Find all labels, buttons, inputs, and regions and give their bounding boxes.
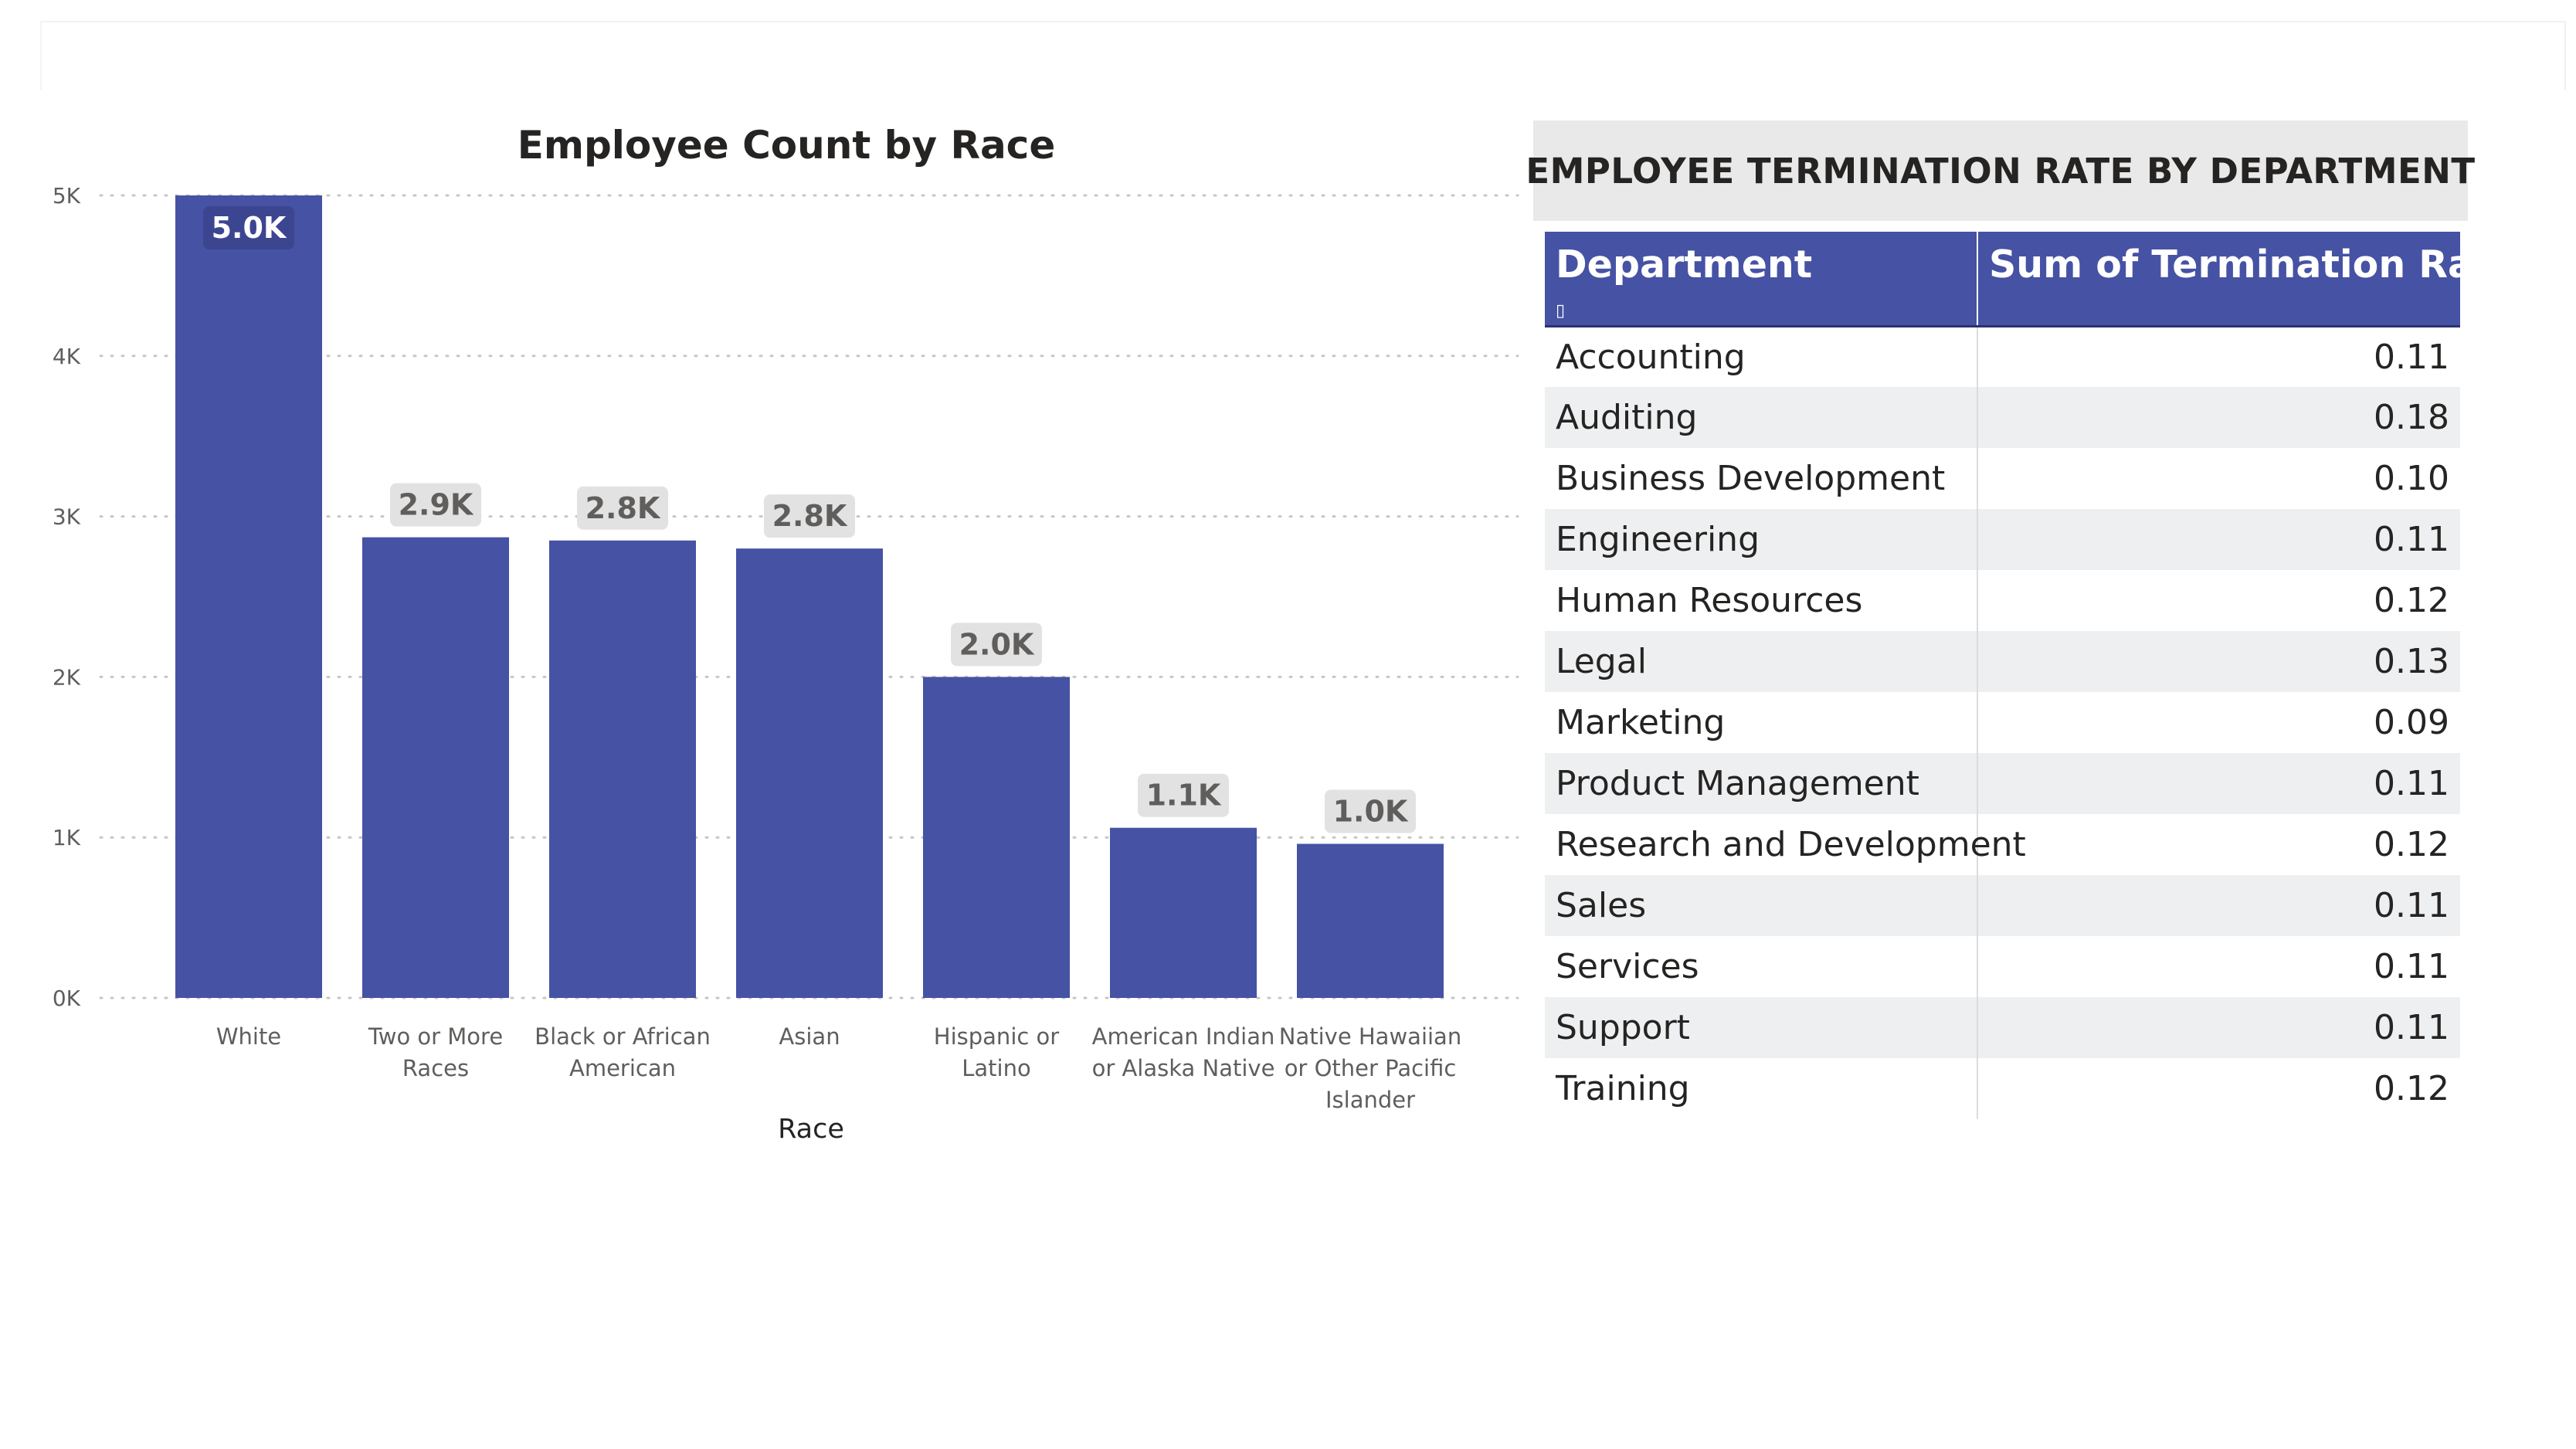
- table-row[interactable]: Product Management 0.11: [1545, 753, 2460, 814]
- table-title-box: EMPLOYEE TERMINATION RATE BY DEPARTMENT: [1526, 120, 2475, 221]
- x-tick-label: Hispanic or Latino: [934, 1023, 1059, 1081]
- x-tick-label-line: Latino: [962, 1055, 1030, 1081]
- table-row[interactable]: Legal 0.13: [1545, 631, 2460, 692]
- bar[interactable]: [923, 677, 1070, 998]
- x-tick-label-line: Native Hawaiian: [1279, 1023, 1461, 1050]
- department-cell: Auditing: [1545, 387, 1978, 448]
- termination-rate-cell: 0.11: [2374, 947, 2449, 986]
- termination-rate-cell: 0.18: [1977, 387, 2460, 448]
- termination-rate-cell: 0.10: [2374, 459, 2449, 498]
- column-header-label: Sum of Termination Rate: [1989, 243, 2517, 287]
- data-label: 2.8K: [772, 499, 848, 533]
- bar[interactable]: [1297, 843, 1444, 998]
- department-cell: Business Development: [1545, 448, 1978, 509]
- department-cell: Training: [1545, 1058, 1978, 1119]
- y-tick-label: 3K: [53, 504, 81, 530]
- table-title: EMPLOYEE TERMINATION RATE BY DEPARTMENT: [1526, 150, 2476, 192]
- x-tick-label-line: American Indian: [1092, 1023, 1275, 1050]
- department-cell: Research and Development: [1545, 814, 2026, 875]
- termination-rate-cell: 0.12: [2374, 1069, 2449, 1108]
- table-row[interactable]: Accounting 0.11: [1545, 326, 2460, 387]
- x-tick-label-line: or Alaska Native: [1092, 1055, 1275, 1081]
- bar[interactable]: [362, 537, 509, 998]
- data-label: 1.0K: [1333, 795, 1409, 829]
- y-tick-label: 5K: [53, 183, 81, 209]
- y-tick-label: 0K: [53, 986, 81, 1011]
- table-row[interactable]: Human Resources 0.12: [1545, 570, 2460, 631]
- data-label: 2.9K: [399, 488, 474, 522]
- column-header-department[interactable]: Department ▯: [1545, 232, 1978, 326]
- department-cell: Legal: [1545, 631, 1978, 692]
- data-label-background: [390, 483, 481, 527]
- department-cell: Sales: [1545, 875, 1978, 936]
- department-cell: Product Management: [1545, 753, 1978, 814]
- x-tick-label-line: or Other Pacific: [1285, 1055, 1457, 1081]
- table-row[interactable]: Support 0.11: [1545, 997, 2460, 1058]
- data-label-background: [577, 486, 668, 530]
- termination-rate-table: Department ▯ Sum of Termination Rate Acc…: [1545, 232, 2517, 1119]
- termination-rate-cell: 0.11: [1977, 753, 2460, 814]
- data-label-background: [764, 494, 855, 538]
- data-label: 2.0K: [959, 627, 1035, 661]
- table-row[interactable]: Business Development 0.10: [1545, 448, 2460, 509]
- visual-frame: [40, 21, 2566, 90]
- department-cell: Services: [1545, 936, 1978, 997]
- department-cell: Human Resources: [1545, 570, 1978, 631]
- department-cell: Marketing: [1545, 692, 1978, 753]
- x-tick-label-line: Two or More: [368, 1023, 503, 1050]
- table-row[interactable]: Training 0.12: [1545, 1058, 2460, 1119]
- table-row[interactable]: Research and Development 0.12: [1545, 814, 2460, 875]
- y-tick-label: 2K: [53, 664, 81, 690]
- column-header-termination-rate[interactable]: Sum of Termination Rate: [1977, 232, 2517, 326]
- bar[interactable]: [549, 540, 696, 998]
- x-tick-label: Two or More Races: [368, 1023, 503, 1081]
- x-axis-label: Race: [778, 1114, 844, 1145]
- x-tick-label-line: Races: [402, 1055, 469, 1081]
- bar[interactable]: [736, 548, 883, 998]
- data-label-background: [203, 206, 294, 249]
- x-tick-label-line: American: [569, 1055, 676, 1081]
- termination-rate-cell: 0.12: [2374, 581, 2449, 620]
- employee-count-chart: Employee Count by Race 0K 1K 2K 3K 4K 5K 5.0K…: [53, 123, 1519, 1145]
- data-label: 2.8K: [585, 491, 661, 525]
- termination-rate-cell: 0.12: [2374, 825, 2449, 864]
- x-tick-label: American Indian or Alaska Native: [1092, 1023, 1275, 1081]
- x-tick-label-line: White: [216, 1023, 281, 1050]
- x-tick-label-line: Hispanic or: [934, 1023, 1059, 1050]
- termination-rate-cell: 0.09: [2374, 703, 2449, 742]
- x-tick-label: Asian: [779, 1023, 840, 1050]
- bar[interactable]: [1110, 827, 1257, 998]
- x-tick-label: Native Hawaiian or Other Pacific Islander: [1279, 1023, 1461, 1113]
- x-tick-label-line: Islander: [1325, 1087, 1415, 1113]
- chart-title: Employee Count by Race: [518, 123, 1055, 168]
- department-cell: Engineering: [1545, 509, 1978, 570]
- data-label: 5.0K: [212, 211, 287, 245]
- data-label: 1.1K: [1146, 779, 1222, 813]
- column-header-label: Department: [1556, 243, 1813, 287]
- sort-indicator-icon[interactable]: ▯: [1556, 300, 1566, 321]
- termination-rate-cell: 0.11: [1977, 875, 2460, 936]
- table-header-row: Department ▯ Sum of Termination Rate: [1545, 232, 2517, 326]
- x-tick-label: Black or African American: [535, 1023, 711, 1081]
- x-tick-label-line: Black or African: [535, 1023, 711, 1050]
- data-label-background: [1325, 789, 1416, 833]
- table-row[interactable]: Marketing 0.09: [1545, 692, 2460, 753]
- termination-rate-cell: 0.11: [1977, 997, 2460, 1058]
- table-row[interactable]: Services 0.11: [1545, 936, 2460, 997]
- bar[interactable]: [175, 195, 322, 998]
- department-cell: Accounting: [1545, 326, 1978, 387]
- termination-rate-cell: 0.11: [1977, 509, 2460, 570]
- termination-rate-cell: 0.11: [2374, 337, 2449, 377]
- table-row[interactable]: Auditing 0.18: [1545, 387, 2460, 448]
- data-label-background: [951, 623, 1042, 667]
- table-row[interactable]: Sales 0.11: [1545, 875, 2460, 936]
- data-label-background: [1138, 773, 1229, 817]
- y-tick-label: 1K: [53, 825, 81, 850]
- table-row[interactable]: Engineering 0.11: [1545, 509, 2460, 570]
- department-cell: Support: [1545, 997, 1978, 1058]
- x-tick-label: White: [216, 1023, 281, 1050]
- termination-rate-cell: 0.13: [1977, 631, 2460, 692]
- x-tick-label-line: Asian: [779, 1023, 840, 1050]
- y-tick-label: 4K: [53, 344, 81, 369]
